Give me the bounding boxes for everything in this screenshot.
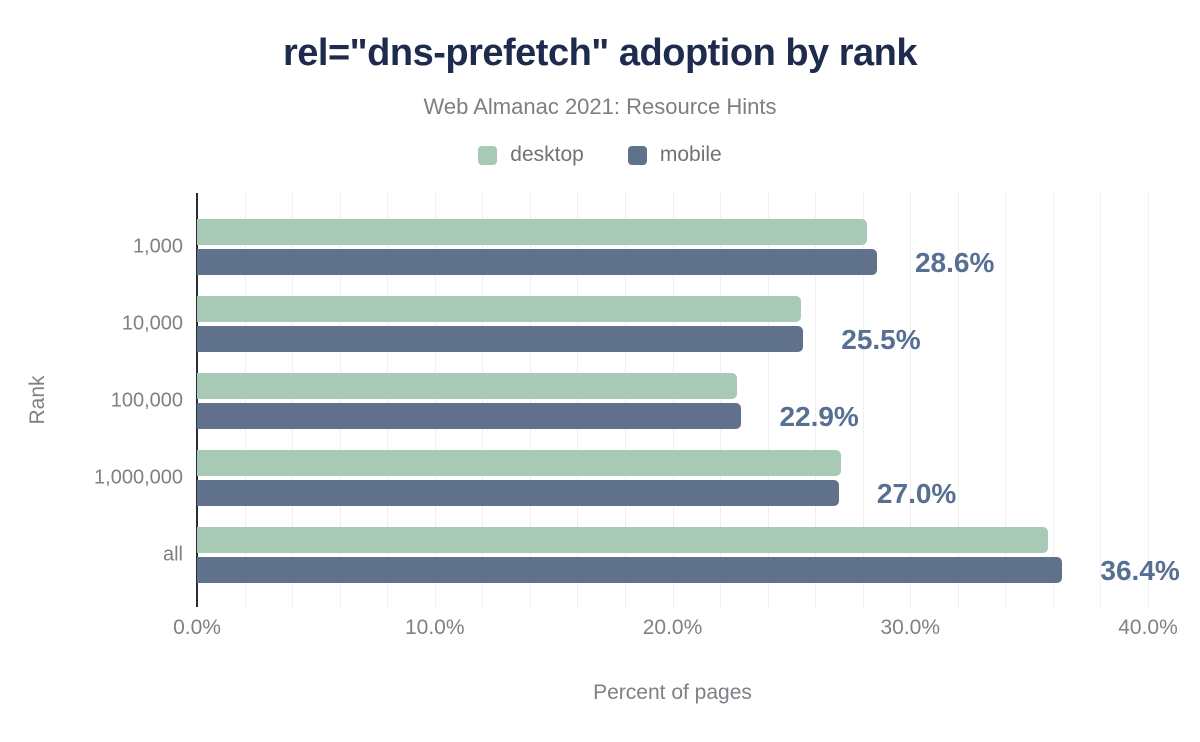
legend-item-mobile[interactable]: mobile bbox=[627, 143, 722, 167]
bar-mobile-all[interactable] bbox=[197, 557, 1063, 583]
gridline bbox=[577, 193, 579, 607]
gridline bbox=[1148, 193, 1149, 607]
bar-group-100,000: 22.9% bbox=[197, 373, 1148, 432]
bar-group-1,000: 28.6% bbox=[197, 219, 1148, 278]
x-tick-label: 20.0% bbox=[642, 616, 703, 639]
bar-value-label: 28.6% bbox=[914, 247, 995, 278]
gridline bbox=[244, 193, 246, 607]
x-tick-label: 40.0% bbox=[1118, 616, 1178, 639]
bar-group-1,000,000: 27.0% bbox=[197, 450, 1148, 509]
x-tick-label: 30.0% bbox=[880, 616, 941, 639]
gridline bbox=[957, 193, 959, 607]
gridline bbox=[910, 193, 912, 607]
bar-group-all: 36.4% bbox=[197, 527, 1180, 586]
bar-value-label: 25.5% bbox=[841, 324, 921, 355]
gridline bbox=[434, 193, 436, 607]
x-tick-label: 0.0% bbox=[173, 616, 221, 639]
bar-value-label: 27.0% bbox=[876, 478, 957, 509]
gridline bbox=[482, 193, 484, 607]
bar-group-10,000: 25.5% bbox=[197, 296, 1148, 355]
y-tick-label: 1,000,000 bbox=[94, 466, 183, 489]
bar-value-label: 36.4% bbox=[1100, 555, 1180, 586]
gridline bbox=[1052, 193, 1054, 607]
gridline bbox=[1005, 193, 1007, 607]
bar-desktop-100,000[interactable] bbox=[197, 373, 737, 399]
gridline bbox=[339, 193, 341, 607]
gridline bbox=[292, 193, 294, 607]
y-tick-label: 1,000 bbox=[132, 235, 183, 258]
bar-mobile-10,000[interactable] bbox=[197, 326, 804, 352]
chart-subtitle: Web Almanac 2021: Resource Hints bbox=[423, 94, 777, 119]
bar-desktop-1,000[interactable] bbox=[197, 219, 868, 245]
chart-title: rel="dns-prefetch" adoption by rank bbox=[282, 32, 918, 74]
x-axis-title: Percent of pages bbox=[593, 681, 752, 704]
desktop-swatch-icon bbox=[478, 145, 498, 165]
y-tick-label: 100,000 bbox=[110, 389, 183, 412]
gridline bbox=[862, 193, 864, 607]
y-tick-label: 10,000 bbox=[121, 312, 183, 335]
gridline bbox=[720, 193, 722, 607]
gridline bbox=[815, 193, 817, 607]
bar-mobile-1,000,000[interactable] bbox=[197, 480, 839, 506]
legend-item-desktop[interactable]: desktop bbox=[478, 143, 584, 167]
gridline bbox=[1100, 193, 1102, 607]
legend: desktop mobile bbox=[0, 143, 1200, 167]
y-tick-label: all bbox=[162, 543, 183, 566]
bar-desktop-1,000,000[interactable] bbox=[197, 450, 842, 476]
bar-desktop-10,000[interactable] bbox=[197, 296, 801, 322]
y-axis-line bbox=[196, 193, 198, 607]
gridline bbox=[672, 193, 674, 607]
plot-area: 28.6% 25.5% 22.9% 27.0% 36.4% bbox=[196, 193, 1180, 607]
x-tick-label: 10.0% bbox=[404, 616, 465, 639]
bar-value-label: 22.9% bbox=[779, 401, 859, 432]
legend-label-mobile: mobile bbox=[659, 143, 722, 166]
legend-label-desktop: desktop bbox=[510, 143, 584, 166]
gridline bbox=[767, 193, 769, 607]
gridline bbox=[529, 193, 531, 607]
bar-mobile-100,000[interactable] bbox=[197, 403, 742, 429]
bar-mobile-1,000[interactable] bbox=[197, 249, 877, 275]
bar-desktop-all[interactable] bbox=[197, 527, 1049, 553]
gridline bbox=[387, 193, 389, 607]
gridline bbox=[624, 193, 626, 607]
mobile-swatch-icon bbox=[627, 145, 647, 165]
